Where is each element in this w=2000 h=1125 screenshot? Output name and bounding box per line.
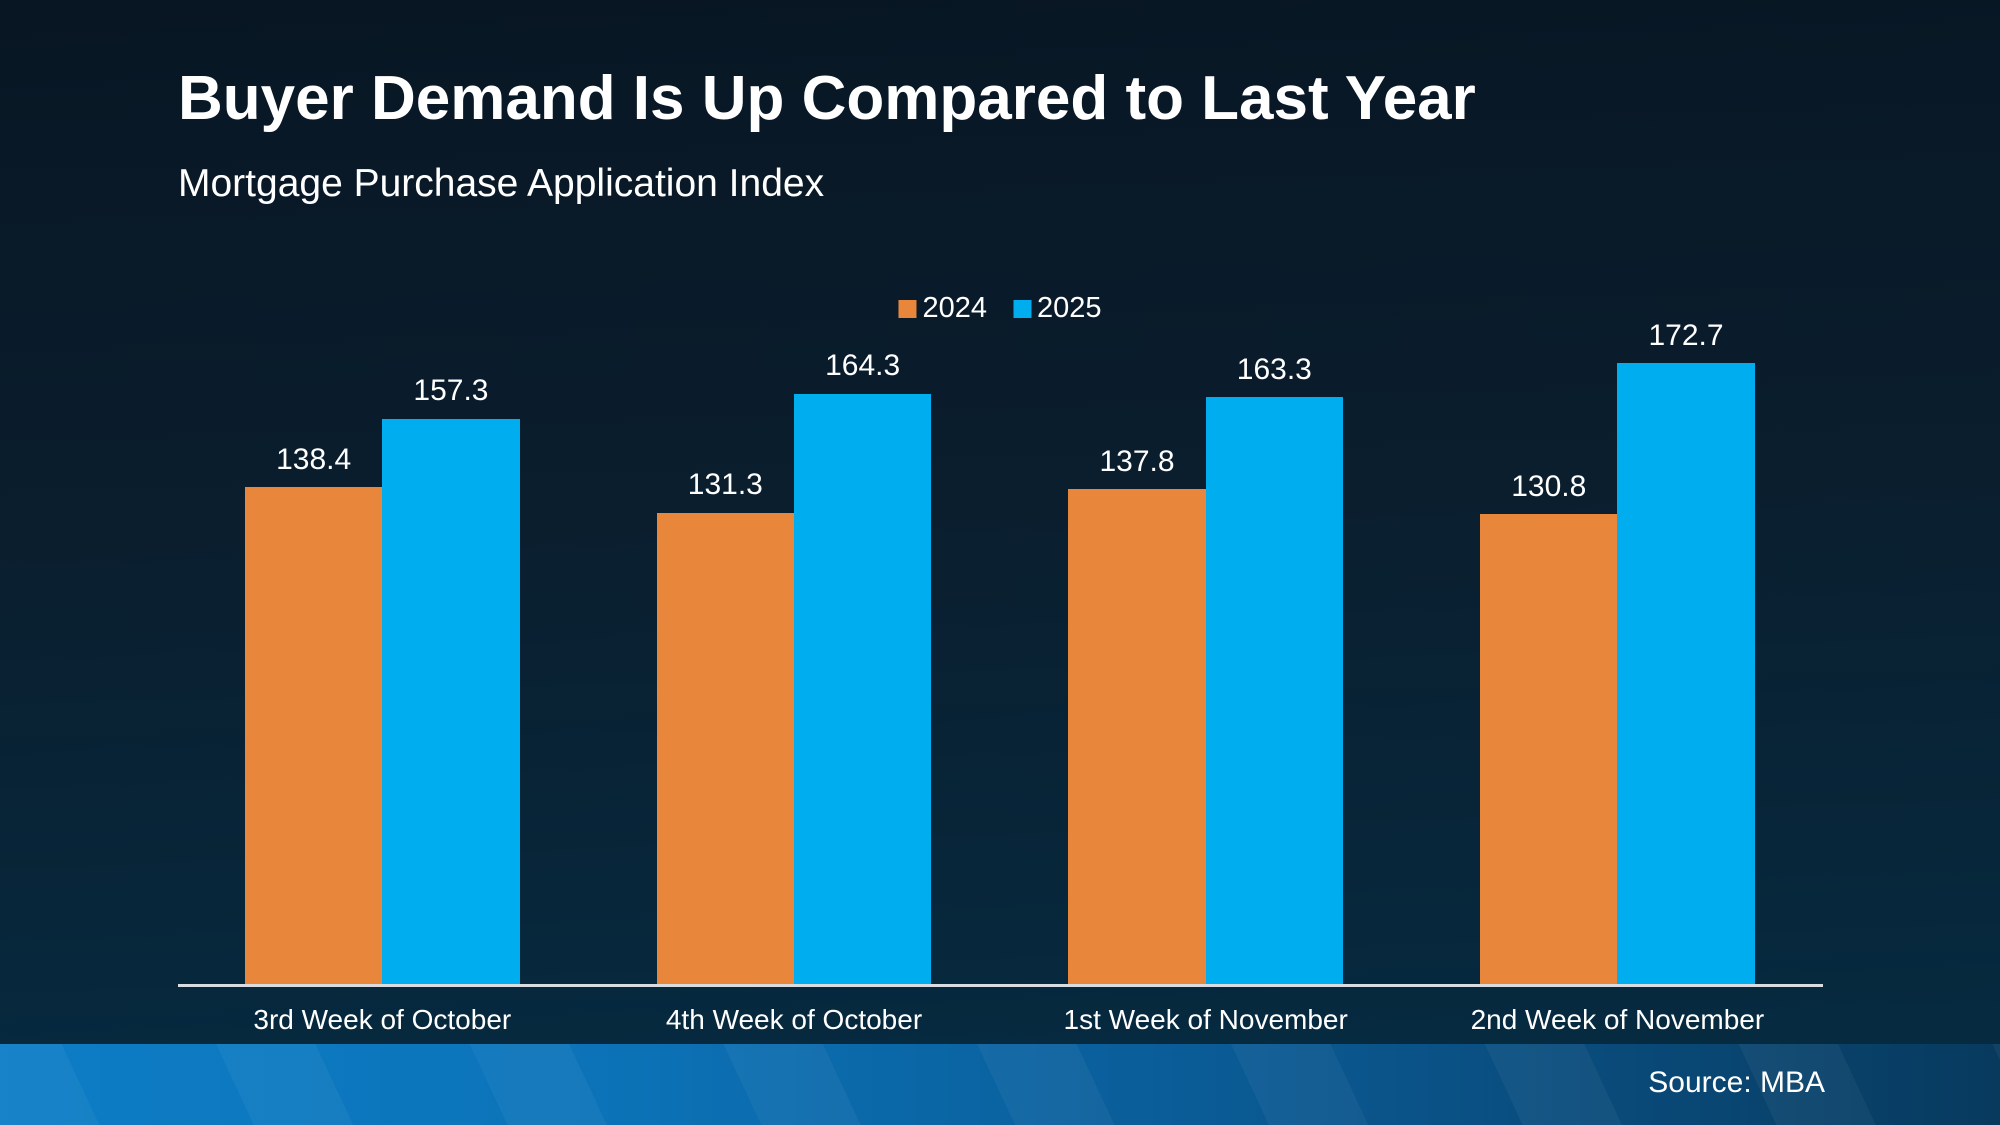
legend-label: 2025 bbox=[1037, 292, 1102, 324]
x-axis-label-2: 1st Week of November bbox=[1063, 1004, 1348, 1035]
x-axis-label-3: 2nd Week of November bbox=[1470, 1004, 1765, 1035]
legend-swatch-icon bbox=[1013, 299, 1031, 318]
legend-item-2025: 2025 bbox=[1013, 294, 1102, 323]
bar-2025-group-3 bbox=[1617, 363, 1755, 986]
bar-2024-group-0 bbox=[245, 487, 383, 986]
value-label-2025-group-3: 172.7 bbox=[1648, 318, 1724, 352]
bar-2025-group-2 bbox=[1205, 397, 1343, 986]
chart-subtitle: Mortgage Purchase Application Index bbox=[178, 162, 825, 205]
x-axis-label-1: 4th Week of October bbox=[665, 1004, 923, 1035]
value-label-2024-group-2: 137.8 bbox=[1099, 444, 1175, 478]
bar-2025-group-0 bbox=[382, 418, 520, 986]
x-axis-labels: 3rd Week of October 4th Week of October 1s… bbox=[245, 1004, 1764, 1040]
value-label-2025-group-2: 163.3 bbox=[1236, 352, 1312, 386]
legend-label: 2024 bbox=[922, 292, 987, 324]
legend-swatch-icon bbox=[898, 299, 917, 318]
value-label-2025-group-1: 164.3 bbox=[825, 349, 901, 383]
legend: 2024 2025 bbox=[898, 294, 1102, 323]
chart-title: Buyer Demand Is Up Compared to Last Year bbox=[178, 64, 1476, 133]
value-label-2025-group-0: 157.3 bbox=[413, 374, 489, 408]
source-label: Source: MBA bbox=[1648, 1066, 1825, 1099]
bar-2024-group-3 bbox=[1480, 514, 1618, 986]
bar-2024-group-2 bbox=[1068, 489, 1206, 986]
footer-band bbox=[0, 1044, 2000, 1125]
value-label-2024-group-3: 130.8 bbox=[1511, 469, 1587, 503]
plot-area: 138.4 157.3 131.3 164.3 137.8 163.3 130.8 172.7 bbox=[245, 301, 1755, 986]
bar-2025-group-1 bbox=[794, 393, 932, 986]
bar-2024-group-1 bbox=[656, 512, 794, 986]
legend-item-2024: 2024 bbox=[898, 294, 987, 323]
x-axis-line bbox=[178, 984, 1823, 987]
value-label-2024-group-1: 131.3 bbox=[687, 468, 763, 502]
value-label-2024-group-0: 138.4 bbox=[276, 442, 352, 476]
x-axis-label-0: 3rd Week of October bbox=[253, 1004, 512, 1035]
